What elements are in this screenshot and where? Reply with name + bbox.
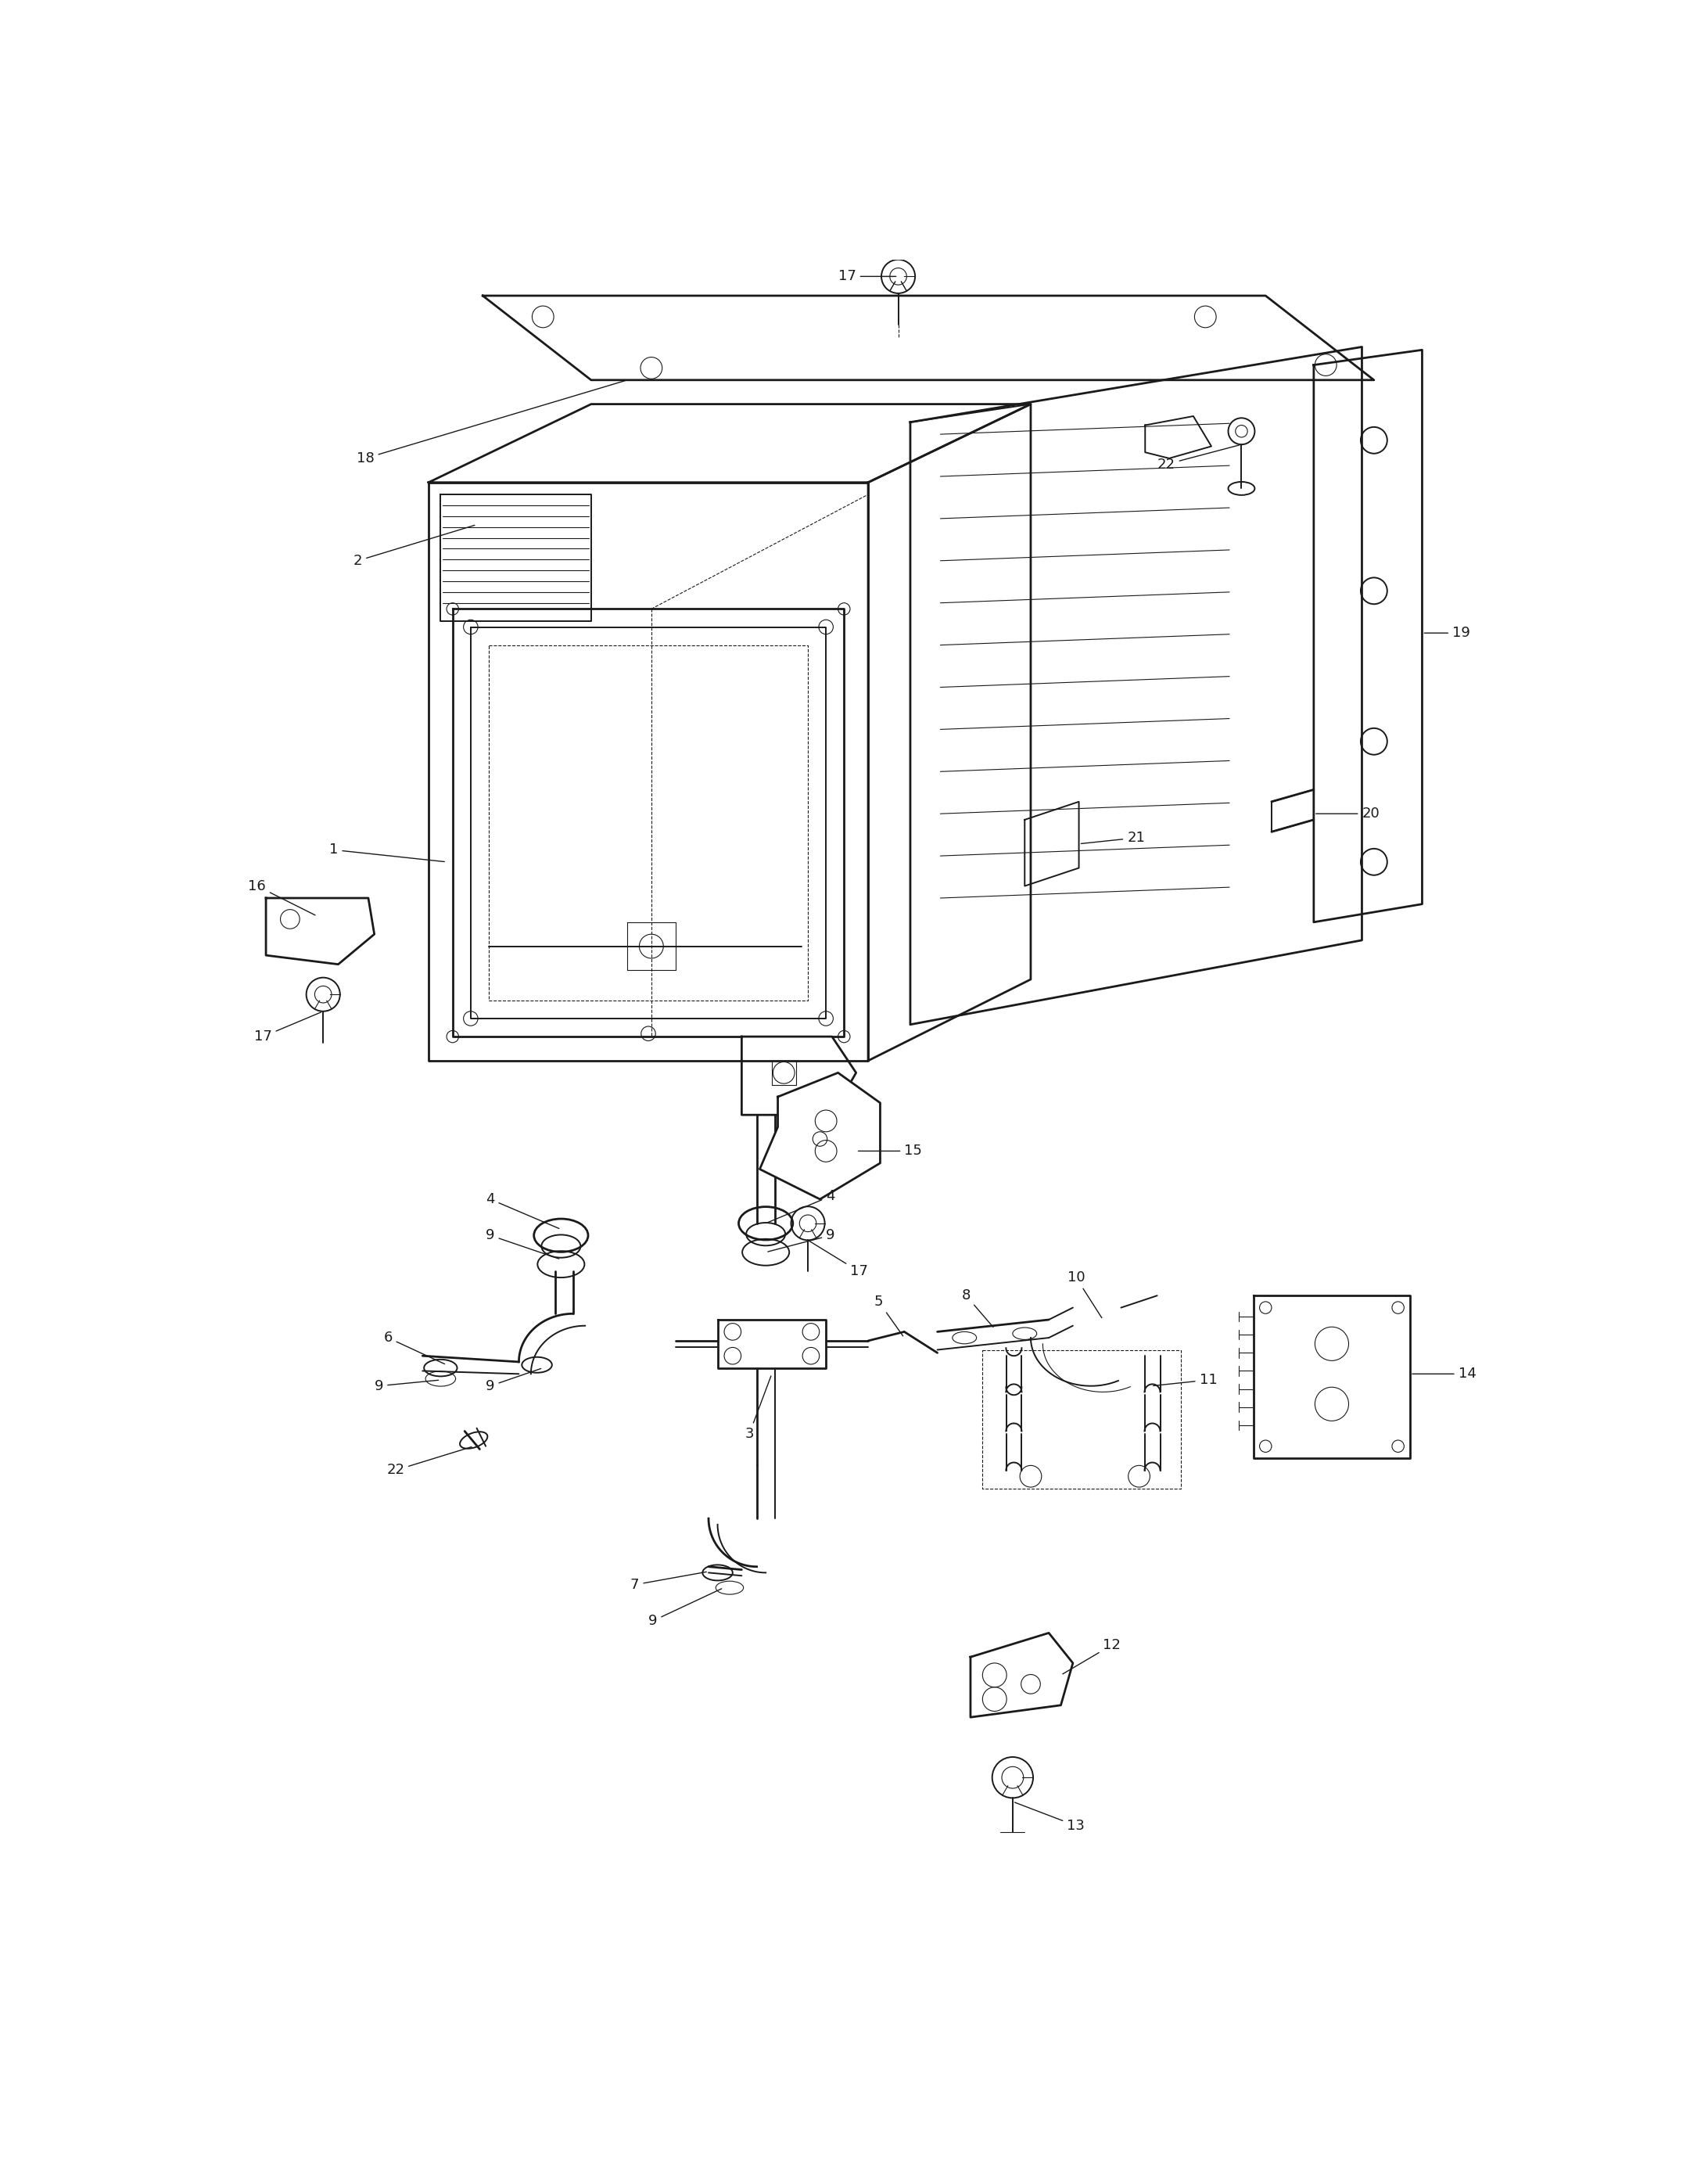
Text: 4: 4 — [769, 1190, 835, 1222]
Text: 10: 10 — [1068, 1270, 1102, 1317]
Text: 9: 9 — [485, 1369, 541, 1393]
Text: 4: 4 — [485, 1192, 559, 1229]
Text: 20: 20 — [1315, 807, 1380, 820]
Polygon shape — [760, 1073, 880, 1198]
Text: 3: 3 — [745, 1376, 770, 1441]
Text: 7: 7 — [630, 1573, 707, 1592]
Polygon shape — [266, 898, 374, 965]
Text: 14: 14 — [1413, 1367, 1476, 1380]
Text: 9: 9 — [485, 1229, 559, 1259]
Polygon shape — [429, 482, 868, 1060]
Polygon shape — [910, 346, 1361, 1025]
Text: 17: 17 — [839, 270, 897, 283]
Text: 17: 17 — [810, 1242, 868, 1278]
Text: 19: 19 — [1424, 625, 1471, 640]
Polygon shape — [970, 1633, 1073, 1717]
Polygon shape — [483, 296, 1373, 381]
Text: 22: 22 — [386, 1447, 471, 1477]
Text: 22: 22 — [1158, 446, 1240, 472]
Polygon shape — [717, 1319, 827, 1367]
Polygon shape — [741, 1036, 856, 1114]
Polygon shape — [868, 404, 1030, 1060]
Polygon shape — [1313, 350, 1423, 921]
Text: 16: 16 — [248, 878, 316, 915]
Text: 6: 6 — [384, 1330, 444, 1365]
Text: 9: 9 — [374, 1380, 439, 1393]
Polygon shape — [1254, 1296, 1411, 1458]
Text: 9: 9 — [649, 1588, 722, 1629]
Text: 9: 9 — [769, 1229, 835, 1252]
Text: 5: 5 — [874, 1296, 904, 1337]
Text: 17: 17 — [254, 1012, 321, 1043]
Text: 21: 21 — [1081, 831, 1144, 846]
Polygon shape — [429, 404, 1030, 482]
Text: 18: 18 — [357, 381, 625, 465]
Text: 13: 13 — [1015, 1802, 1085, 1832]
Text: 1: 1 — [330, 844, 444, 861]
Text: 11: 11 — [1153, 1374, 1218, 1386]
Text: 15: 15 — [857, 1144, 922, 1157]
Text: 2: 2 — [354, 526, 475, 567]
Text: 12: 12 — [1062, 1637, 1120, 1674]
Text: 8: 8 — [962, 1289, 992, 1328]
